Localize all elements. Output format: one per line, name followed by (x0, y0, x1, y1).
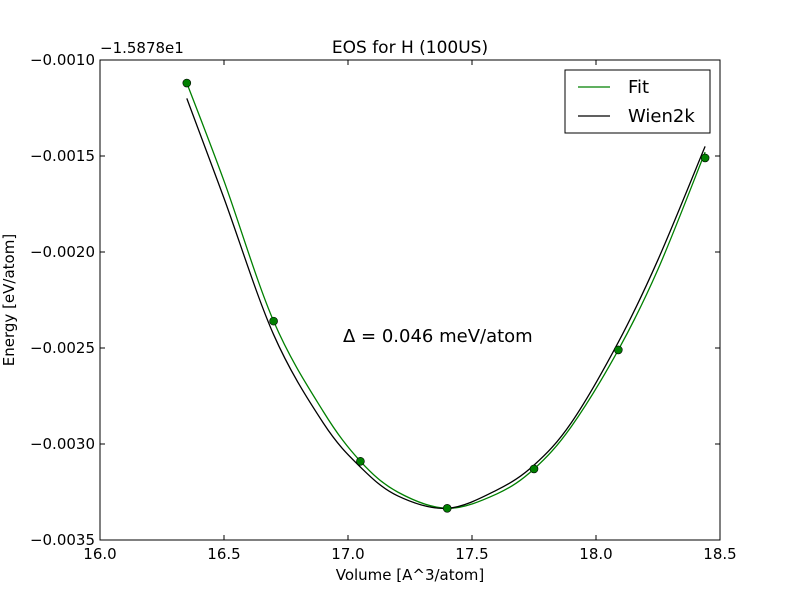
y-tick-label: −0.0010 (30, 51, 95, 69)
y-tick-label: −0.0025 (30, 339, 95, 357)
data-point (356, 456, 365, 466)
legend-box (564, 69, 711, 134)
x-axis-label: Volume [A^3/atom] (336, 566, 485, 584)
delta-annotation: Δ = 0.046 meV/atom (343, 326, 533, 347)
y-tick-label: −0.0035 (30, 531, 95, 549)
axis-ticks: 16.0 16.5 17.0 17.5 18.0 18.5 −0.0010 −0.0015 −0… (30, 51, 737, 563)
chart-title: EOS for H (100US) (332, 38, 488, 58)
y-tick-label: −0.0030 (30, 435, 95, 453)
data-point (269, 316, 278, 326)
x-tick-label: 18.0 (579, 545, 612, 563)
legend: Fit Wien2k (564, 69, 711, 134)
data-point (442, 504, 452, 513)
plot-frame (99, 59, 721, 541)
x-tick-label: 17.5 (455, 545, 488, 563)
data-point (529, 464, 539, 474)
legend-wien2k-label: Wien2k (628, 106, 695, 127)
x-tick-label: 18.5 (703, 545, 736, 563)
y-offset-text: −1.5878e1 (100, 39, 184, 57)
x-tick-label: 17.0 (331, 545, 364, 563)
data-point (700, 153, 710, 163)
legend-fit-label: Fit (628, 77, 649, 98)
data-point (182, 78, 192, 88)
x-tick-label: 16.0 (83, 545, 116, 563)
y-axis-label: Energy [eV/atom] (0, 234, 18, 366)
y-tick-label: −0.0020 (30, 243, 95, 261)
data-point (614, 345, 623, 355)
x-tick-label: 16.5 (207, 545, 240, 563)
plot-area (182, 78, 710, 513)
y-tick-label: −0.0015 (30, 147, 95, 165)
